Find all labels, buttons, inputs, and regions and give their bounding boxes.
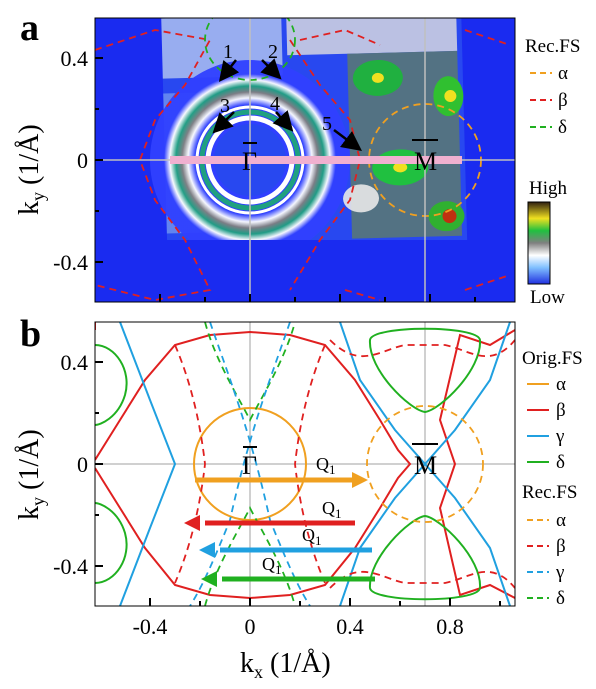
legend-b-rec-beta: β	[556, 536, 566, 557]
panel-a: a	[14, 7, 580, 308]
ytick-b-1: 0	[77, 452, 88, 477]
ytick-a-1: 0	[77, 148, 88, 173]
legend-b-orig-delta: δ	[556, 452, 565, 473]
xtick-b-1: 0	[245, 614, 256, 639]
legend-b-rec-alpha: α	[556, 510, 566, 531]
legend-b-orig-alpha: α	[556, 374, 566, 395]
marker-3: 3	[220, 95, 230, 117]
legend-a-header: Rec.FS	[525, 36, 580, 57]
legend-a-delta: δ	[558, 117, 567, 138]
ytick-a-0: 0.4	[61, 46, 89, 71]
marker-1: 1	[223, 41, 233, 63]
legend-b-rec-delta: δ	[556, 588, 565, 609]
legend-b-rec-header: Rec.FS	[522, 482, 577, 503]
q1-label-3: Q1	[262, 554, 282, 577]
xtick-b-3: 0.8	[436, 614, 464, 639]
legend-a-alpha: α	[558, 63, 568, 84]
legend-b-orig-beta: β	[556, 400, 566, 421]
q1-label-0: Q1	[316, 454, 336, 477]
marker-5: 5	[322, 113, 332, 135]
legend-a-beta: β	[558, 90, 568, 111]
ytick-b-2: -0.4	[53, 554, 88, 579]
legend-b-rec-gamma: γ	[555, 562, 564, 583]
marker-4: 4	[270, 93, 280, 115]
q1-arrows	[184, 472, 375, 587]
colorbar-low: Low	[530, 287, 565, 308]
arpes-map: 1 2 3 4 5 Γ M	[95, 18, 515, 302]
ytick-a-2: -0.4	[53, 250, 88, 275]
panel-b: b	[14, 313, 583, 682]
m-label-b: M	[414, 451, 437, 480]
q1-label-2: Q1	[302, 525, 322, 548]
gamma-label-b: Γ	[242, 451, 257, 480]
ytick-b-0: 0.4	[61, 350, 89, 375]
legend-b-orig-header: Orig.FS	[522, 348, 583, 369]
fermi-surface-model: Γ M Q1 Q1 Q1 Q1	[95, 322, 515, 606]
cut-line	[170, 156, 462, 164]
xlabel-b: kx (1/Å)	[240, 648, 331, 682]
ylabel-a: ky (1/Å)	[14, 124, 48, 215]
xtick-b-0: -0.4	[133, 614, 168, 639]
ylabel-b: ky (1/Å)	[14, 429, 48, 520]
panel-b-letter: b	[20, 313, 41, 355]
legend-b-orig-gamma: γ	[555, 426, 564, 447]
legend-b-rec: Rec.FS α β γ δ	[522, 482, 577, 609]
legend-a: Rec.FS α β δ	[525, 36, 580, 138]
panel-a-letter: a	[20, 7, 39, 49]
colorbar-high: High	[529, 178, 568, 199]
xtick-b-2: 0.4	[336, 614, 364, 639]
m-label-a: M	[414, 147, 437, 176]
legend-b-orig: Orig.FS α β γ δ	[522, 348, 583, 473]
q1-label-1: Q1	[322, 498, 342, 521]
gamma-label-a: Γ	[242, 147, 257, 176]
marker-2: 2	[268, 41, 278, 63]
colorbar: High Low	[527, 178, 568, 308]
